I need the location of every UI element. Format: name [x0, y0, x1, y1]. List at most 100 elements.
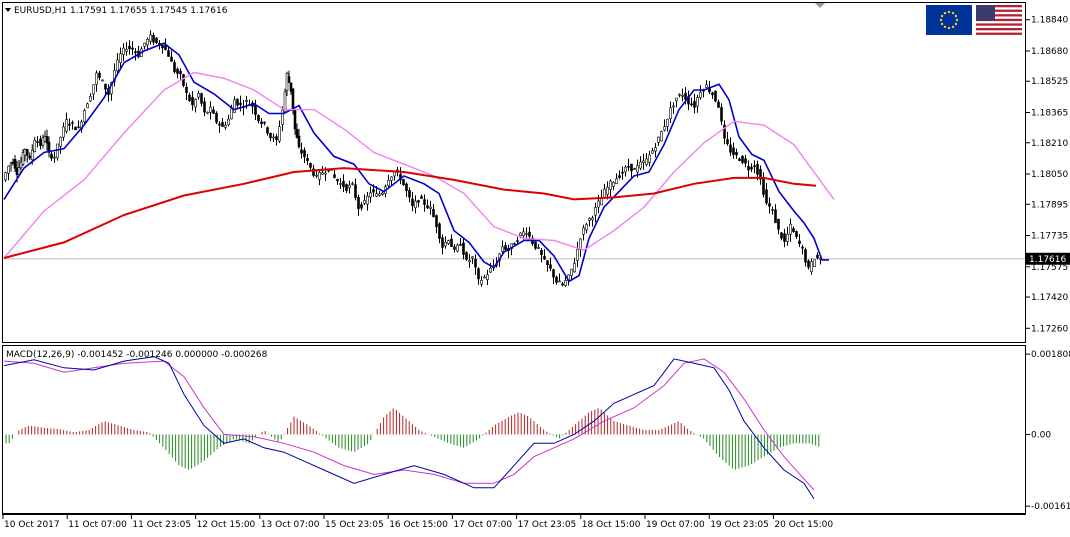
candle-body — [45, 135, 49, 144]
eu-star — [951, 11, 955, 15]
candle-body — [636, 165, 639, 173]
price-tick-label: 1.18210 — [1031, 139, 1068, 149]
candle-body — [119, 53, 122, 63]
candle-body — [618, 175, 621, 178]
candle-body — [206, 111, 209, 114]
candle-body — [275, 136, 278, 141]
eu-star — [947, 26, 951, 30]
candle-body — [182, 74, 185, 86]
eu-flag-icon[interactable] — [926, 5, 972, 35]
candle-body — [23, 149, 27, 156]
us-stripe — [976, 28, 1022, 31]
candle-body — [549, 264, 552, 269]
candle-body — [318, 172, 321, 180]
current-price-box — [1026, 252, 1070, 265]
us-stripe — [976, 18, 1022, 22]
moving-averages — [3, 42, 835, 283]
candle-body — [675, 97, 678, 102]
time-tick-label: 13 Oct 07:00 — [261, 520, 320, 530]
candle-body — [354, 184, 357, 198]
candle-body — [405, 183, 408, 191]
candle-body — [726, 139, 729, 145]
candle-body — [287, 76, 291, 83]
time-tick-label: 18 Oct 15:00 — [582, 520, 641, 530]
candle-body — [128, 45, 131, 49]
candle-body — [663, 126, 666, 131]
time-axis: 10 Oct 2017 11 Oct 07:00 11 Oct 23:05 12 Oc… — [2, 514, 833, 530]
candle-body — [104, 83, 107, 90]
candle-body — [771, 209, 774, 211]
candle-body — [295, 129, 299, 138]
candle-body — [480, 280, 483, 285]
candle-body — [756, 164, 759, 175]
candle-body — [83, 110, 86, 123]
candle-body — [744, 158, 747, 164]
candle-body — [39, 138, 42, 147]
symbol-dropdown-icon[interactable] — [5, 8, 11, 12]
candle-body — [651, 150, 654, 154]
candle-body — [714, 90, 717, 102]
candle-body — [552, 269, 555, 278]
time-tick-label: 17 Oct 07:00 — [453, 520, 512, 530]
candle-body — [89, 96, 92, 102]
candle-body — [390, 176, 393, 181]
eu-star — [954, 22, 958, 26]
candle-body — [681, 95, 684, 97]
candle-body — [723, 124, 726, 139]
candle-body — [468, 260, 471, 263]
candle-body — [777, 218, 780, 230]
candle-body — [732, 147, 735, 155]
candle-body — [33, 140, 37, 153]
candle-body — [4, 172, 7, 181]
candle-body — [212, 109, 215, 114]
candle-body — [164, 45, 167, 50]
candle-body — [513, 243, 516, 245]
macd-tick-label: 0.00 — [1031, 430, 1051, 440]
time-tick-label: 17 Oct 23:05 — [518, 520, 577, 530]
candle-body — [483, 276, 486, 279]
scroll-marker-icon[interactable] — [815, 3, 825, 8]
price-tick-label: 1.18840 — [1031, 16, 1068, 26]
candle-body — [13, 159, 17, 169]
candle-body — [795, 231, 798, 237]
time-tick-label: 11 Oct 07:00 — [68, 520, 127, 530]
candle-body — [170, 56, 173, 62]
candle-body — [591, 217, 594, 221]
candle-body — [576, 248, 579, 261]
candle-body — [92, 84, 95, 95]
candle-body — [540, 250, 543, 256]
time-tick-label: 12 Oct 15:00 — [197, 520, 256, 530]
candle-body — [804, 249, 807, 263]
candle-body — [633, 168, 636, 170]
candle-body — [648, 154, 651, 163]
candle-body — [272, 136, 275, 139]
candle-body — [369, 192, 372, 198]
candle-body — [233, 99, 236, 113]
candle-body — [339, 183, 342, 185]
us-stripe — [976, 5, 1022, 8]
candle-body — [236, 98, 239, 106]
candle-body — [645, 158, 648, 165]
candle-body — [155, 37, 158, 44]
candle-body — [423, 199, 426, 205]
candle-body — [324, 172, 327, 175]
candle-body — [558, 280, 561, 283]
us-stripe — [976, 23, 1022, 26]
candle-body — [477, 268, 480, 280]
candle-body — [122, 47, 125, 55]
candle-body — [612, 182, 615, 187]
price-tick-label: 1.18365 — [1031, 108, 1068, 118]
candle-body — [333, 174, 336, 178]
candle-body — [375, 193, 378, 197]
candle-body — [312, 168, 315, 176]
candle-body — [357, 196, 360, 209]
price-tick-label: 1.17420 — [1031, 293, 1068, 303]
candle-body — [504, 245, 507, 250]
candle-body — [281, 109, 284, 125]
candle-body — [131, 47, 134, 50]
us-flag-icon[interactable] — [976, 5, 1022, 35]
candle-body — [152, 35, 155, 43]
candle-body — [435, 215, 438, 228]
candle-body — [729, 144, 732, 153]
